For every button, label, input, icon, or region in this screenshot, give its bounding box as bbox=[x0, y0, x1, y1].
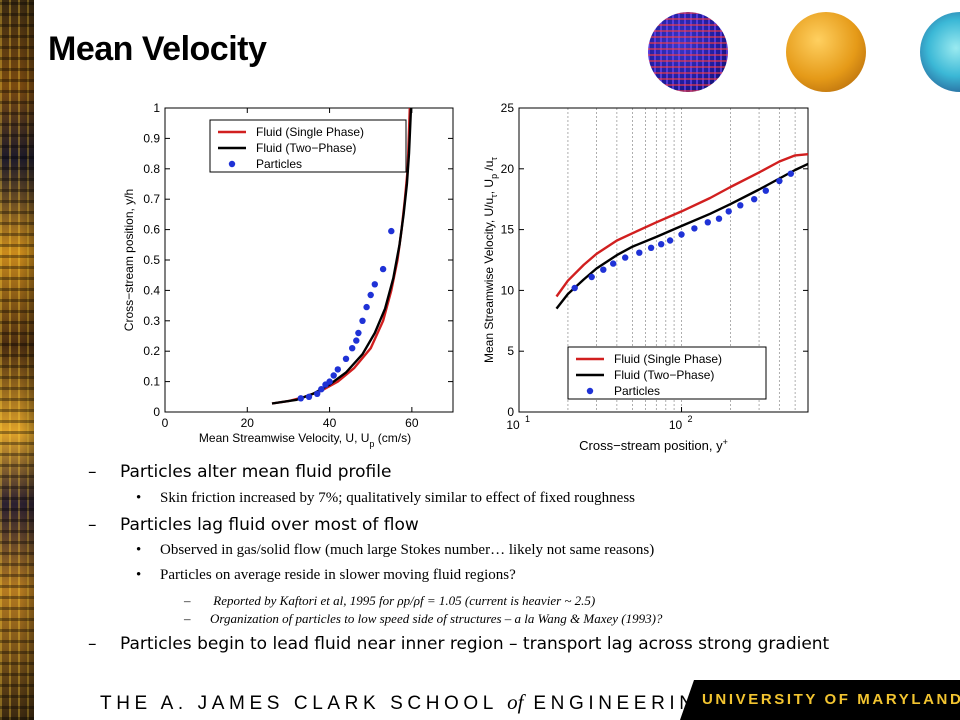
particle-data-point bbox=[751, 196, 758, 203]
legend-label: Fluid (Two−Phase) bbox=[256, 141, 356, 155]
y-tick-label: 0.3 bbox=[143, 314, 160, 328]
legend-dot-swatch bbox=[586, 387, 594, 395]
particle-data-point bbox=[297, 395, 304, 402]
particle-data-point bbox=[353, 337, 360, 344]
orange-sphere-image bbox=[786, 12, 866, 92]
y-tick-label: 0 bbox=[507, 405, 514, 419]
particle-data-point bbox=[704, 219, 711, 226]
particle-data-point bbox=[334, 366, 341, 373]
particle-data-point bbox=[787, 170, 794, 177]
x-axis-label: Mean Streamwise Velocity, U, Up (cm/s) bbox=[199, 431, 411, 449]
particle-data-point bbox=[588, 273, 595, 281]
x-tick-label: 0 bbox=[162, 416, 169, 430]
legend-dot-swatch bbox=[228, 160, 236, 168]
particle-data-point bbox=[691, 225, 698, 232]
y-tick-label: 0 bbox=[153, 405, 160, 419]
x-tick-label: 60 bbox=[405, 416, 419, 430]
x-tick-label-exponent: 2 bbox=[688, 414, 693, 424]
y-tick-label: 0.9 bbox=[143, 131, 160, 145]
school-name: THE A. JAMES CLARK SCHOOL of ENGINEERING bbox=[100, 690, 717, 714]
velocity-profile-chart: 0 0.1 0.2 0.3 0.4 0.5 0.6 0.7 0.8 0.9 1 0 20 40 60 Flui… bbox=[122, 101, 454, 449]
particle-data-point bbox=[330, 372, 337, 379]
particle-data-point bbox=[388, 227, 395, 235]
x-axis-label: Cross−stream position, y+ bbox=[579, 437, 728, 453]
y-tick-label: 15 bbox=[501, 223, 515, 237]
bullet-level1: – Particles lag fluid over most of flow bbox=[88, 515, 419, 535]
particle-data-point bbox=[326, 378, 333, 385]
legend-label: Fluid (Two−Phase) bbox=[614, 368, 714, 382]
bullet-level1: – Particles alter mean fluid profile bbox=[88, 462, 392, 482]
bullet-level3: – Reported by Kaftori et al, 1995 for ρp… bbox=[184, 593, 596, 608]
page-title: Mean Velocity bbox=[48, 30, 267, 68]
legend-label: Fluid (Single Phase) bbox=[614, 352, 722, 366]
particle-data-point bbox=[571, 284, 578, 292]
x-tick-label: 20 bbox=[241, 416, 255, 430]
y-tick-label: 0.6 bbox=[143, 223, 160, 237]
y-tick-label: 0.7 bbox=[143, 192, 160, 206]
university-name: UNIVERSITY OF MARYLAND bbox=[702, 691, 960, 708]
particle-data-point bbox=[314, 390, 321, 397]
y-tick-label: 0.8 bbox=[143, 162, 160, 176]
x-tick-label-exponent: 1 bbox=[525, 414, 530, 424]
particle-data-point bbox=[379, 265, 387, 273]
y-tick-label: 5 bbox=[507, 344, 514, 358]
y-tick-label: 20 bbox=[501, 162, 515, 176]
bullet-level2: • Particles on average reside in slower m… bbox=[136, 567, 516, 583]
plot-frame bbox=[518, 107, 809, 413]
two-phase-fluid-line bbox=[555, 162, 809, 310]
decorative-side-strip bbox=[0, 0, 34, 720]
particle-data-point bbox=[636, 249, 643, 256]
y-tick-label: 25 bbox=[501, 101, 515, 115]
y-tick-label: 1 bbox=[153, 101, 160, 115]
particle-data-point bbox=[647, 244, 655, 251]
single-phase-fluid-line bbox=[555, 153, 809, 298]
particle-data-point bbox=[658, 241, 665, 248]
university-banner: UNIVERSITY OF MARYLAND bbox=[680, 680, 960, 720]
x-tick-label: 40 bbox=[323, 416, 337, 430]
y-tick-label: 0.1 bbox=[143, 375, 160, 389]
particle-data-point bbox=[725, 208, 732, 215]
particle-data-point bbox=[776, 177, 783, 185]
legend-box bbox=[209, 119, 407, 173]
x-tick-label: 10 bbox=[506, 418, 520, 432]
legend-label: Fluid (Single Phase) bbox=[256, 125, 364, 139]
bullet-level2: • Observed in gas/solid flow (much large … bbox=[136, 542, 655, 558]
y-tick-label: 0.2 bbox=[143, 344, 160, 358]
x-tick-label: 10 bbox=[669, 418, 683, 432]
particle-data-point bbox=[371, 281, 378, 288]
particle-data-point bbox=[600, 266, 607, 273]
y-axis-label: Cross−stream position, y/h bbox=[122, 189, 136, 331]
particle-data-point bbox=[678, 231, 685, 238]
legend-label: Particles bbox=[614, 384, 660, 398]
footer-banner: THE A. JAMES CLARK SCHOOL of ENGINEERING… bbox=[0, 680, 960, 720]
particle-data-point bbox=[349, 345, 356, 352]
legend-box bbox=[567, 346, 767, 400]
bullet-level2: • Skin friction increased by 7%; qualitat… bbox=[136, 490, 636, 506]
particle-data-point bbox=[305, 393, 313, 400]
y-tick-label: 10 bbox=[501, 283, 515, 297]
blue-particle-field-image bbox=[648, 12, 728, 92]
bullet-level3: – Organization of particles to low speed … bbox=[184, 611, 663, 626]
particle-data-point bbox=[359, 317, 366, 324]
legend-label: Particles bbox=[256, 157, 302, 171]
cyan-vortex-image bbox=[920, 12, 960, 92]
wall-units-velocity-chart: 0 5 10 15 20 25 10 1 10 2 Fluid (Single Phase) Flui… bbox=[482, 101, 809, 453]
bullet-level1: – Particles begin to lead fluid near inne… bbox=[88, 634, 830, 654]
y-tick-label: 0.5 bbox=[143, 253, 160, 267]
particle-data-point bbox=[355, 329, 362, 337]
particle-data-point bbox=[666, 237, 674, 244]
particle-data-point bbox=[363, 303, 370, 311]
particle-data-point bbox=[715, 215, 723, 222]
y-axis-label: Mean Streamwise Velocity, U/uτ, Up /uτ bbox=[482, 157, 499, 363]
particle-data-point bbox=[737, 202, 744, 209]
particle-data-point bbox=[622, 254, 629, 261]
particle-data-point bbox=[342, 355, 350, 362]
y-tick-label: 0.4 bbox=[143, 283, 160, 297]
particle-data-point bbox=[318, 386, 325, 393]
particle-data-point bbox=[762, 187, 769, 194]
particle-data-point bbox=[610, 260, 617, 267]
particle-data-point bbox=[367, 291, 374, 299]
